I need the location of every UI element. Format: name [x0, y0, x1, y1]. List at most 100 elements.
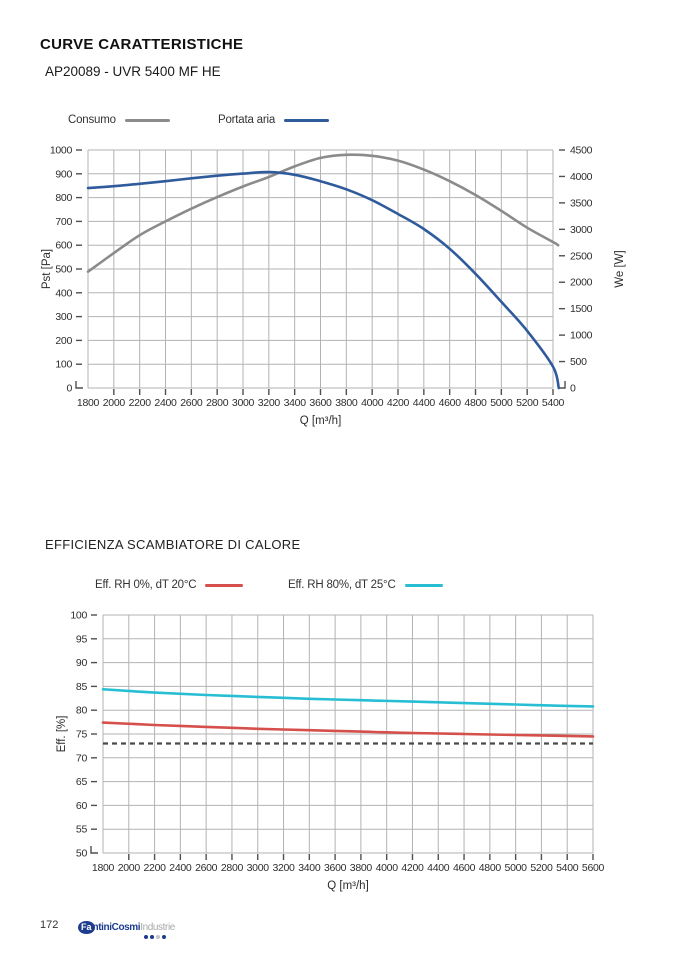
svg-text:4000: 4000 [361, 397, 384, 409]
svg-text:60: 60 [76, 800, 88, 812]
svg-text:3400: 3400 [298, 862, 321, 874]
svg-text:300: 300 [55, 311, 72, 323]
svg-text:3800: 3800 [335, 397, 358, 409]
legend-eff-rh0-line [205, 583, 244, 587]
svg-text:3500: 3500 [570, 197, 593, 209]
svg-text:We [W]: We [W] [614, 250, 626, 287]
svg-text:5600: 5600 [582, 862, 605, 874]
svg-text:2800: 2800 [206, 397, 229, 409]
svg-text:4400: 4400 [413, 397, 436, 409]
efficiency-chart: 1800 2000 2200 2400 2600 2800 3000 3200 3400 3600… [56, 610, 605, 893]
logo-dot [156, 935, 160, 939]
svg-text:5200: 5200 [516, 397, 539, 409]
logo-dot [162, 935, 166, 939]
svg-text:5400: 5400 [542, 397, 565, 409]
logo-dots [78, 935, 170, 939]
svg-text:4800: 4800 [479, 862, 502, 874]
logo-oval-mark: Fa [78, 921, 95, 934]
svg-text:3600: 3600 [309, 397, 332, 409]
legend-portata-aria-label: Portata aria [218, 114, 276, 126]
svg-text:2000: 2000 [118, 862, 141, 874]
legend-eff-rh80-line [404, 583, 443, 587]
legend-eff-rh80: Eff. RH 80%, dT 25°C [288, 579, 443, 591]
svg-text:3200: 3200 [272, 862, 295, 874]
svg-text:0: 0 [66, 383, 72, 395]
fan-curves-chart: 1800 2000 2200 2400 2600 2800 3000 3200 3400 3600… [41, 145, 626, 428]
svg-text:1500: 1500 [570, 303, 593, 315]
svg-text:5000: 5000 [490, 397, 513, 409]
svg-text:3000: 3000 [232, 397, 255, 409]
legend-eff-rh0-label: Eff. RH 0%, dT 20°C [95, 579, 197, 591]
svg-text:2200: 2200 [143, 862, 166, 874]
svg-text:70: 70 [76, 752, 88, 764]
svg-text:3400: 3400 [284, 397, 307, 409]
svg-text:Eff. [%]: Eff. [%] [56, 716, 68, 753]
logo-brand-name: ntiniCosmi [92, 922, 141, 933]
svg-text:Q [m³/h]: Q [m³/h] [327, 880, 369, 892]
svg-text:1000: 1000 [50, 145, 73, 157]
svg-text:700: 700 [55, 216, 72, 228]
svg-text:4200: 4200 [387, 397, 410, 409]
svg-text:600: 600 [55, 240, 72, 252]
svg-text:100: 100 [70, 610, 87, 622]
product-code-subtitle: AP20089 - UVR 5400 MF HE [45, 64, 221, 79]
legend-consumo: Consumo [68, 114, 170, 126]
svg-text:3000: 3000 [247, 862, 270, 874]
series-eff-rh-0-dt-20-c [101, 721, 595, 738]
svg-text:50: 50 [76, 848, 88, 860]
legend-portata-aria: Portata aria [218, 114, 330, 126]
svg-text:3600: 3600 [324, 862, 347, 874]
svg-text:4200: 4200 [401, 862, 424, 874]
svg-text:4500: 4500 [570, 145, 593, 157]
legend-consumo-label: Consumo [68, 114, 116, 126]
svg-text:95: 95 [76, 633, 88, 645]
svg-text:4000: 4000 [570, 171, 593, 183]
svg-text:3800: 3800 [350, 862, 373, 874]
svg-text:2600: 2600 [180, 397, 203, 409]
svg-text:800: 800 [55, 192, 72, 204]
svg-text:0: 0 [570, 383, 576, 395]
svg-text:55: 55 [76, 824, 88, 836]
legend-portata-aria-line [284, 118, 330, 122]
svg-text:400: 400 [55, 287, 72, 299]
logo-dot [150, 935, 154, 939]
logo-text: Fa ntiniCosmi Industrie [78, 921, 175, 934]
svg-text:Q [m³/h]: Q [m³/h] [300, 415, 342, 427]
svg-text:500: 500 [570, 356, 587, 368]
svg-text:90: 90 [76, 657, 88, 669]
page-number: 172 [40, 919, 59, 931]
svg-text:2600: 2600 [195, 862, 218, 874]
svg-text:2400: 2400 [169, 862, 192, 874]
svg-text:4400: 4400 [427, 862, 450, 874]
series-portata-aria [86, 170, 561, 390]
svg-text:1800: 1800 [92, 862, 115, 874]
svg-text:4600: 4600 [439, 397, 462, 409]
section-title-efficiency: EFFICIENZA SCAMBIATORE DI CALORE [45, 537, 301, 552]
svg-text:5000: 5000 [505, 862, 528, 874]
svg-text:4600: 4600 [453, 862, 476, 874]
legend-eff-rh80-label: Eff. RH 80%, dT 25°C [288, 579, 396, 591]
series-eff-rh-80-dt-25-c [101, 687, 595, 708]
svg-text:1800: 1800 [77, 397, 100, 409]
svg-text:2800: 2800 [221, 862, 244, 874]
legend-eff-rh0: Eff. RH 0%, dT 20°C [95, 579, 244, 591]
svg-text:5200: 5200 [530, 862, 553, 874]
page-title: CURVE CARATTERISTICHE [40, 36, 244, 53]
svg-text:75: 75 [76, 729, 88, 741]
logo-dot [144, 935, 148, 939]
svg-text:2200: 2200 [129, 397, 152, 409]
series-consumo [86, 153, 560, 273]
svg-text:3200: 3200 [258, 397, 281, 409]
svg-text:4800: 4800 [464, 397, 487, 409]
svg-text:500: 500 [55, 264, 72, 276]
svg-text:85: 85 [76, 681, 88, 693]
svg-text:1000: 1000 [570, 330, 593, 342]
svg-text:2400: 2400 [154, 397, 177, 409]
svg-text:3000: 3000 [570, 224, 593, 236]
svg-text:65: 65 [76, 776, 88, 788]
fantini-cosmi-logo: Fa ntiniCosmi Industrie [78, 921, 175, 939]
svg-text:900: 900 [55, 168, 72, 180]
svg-text:2000: 2000 [103, 397, 126, 409]
svg-text:5400: 5400 [556, 862, 579, 874]
